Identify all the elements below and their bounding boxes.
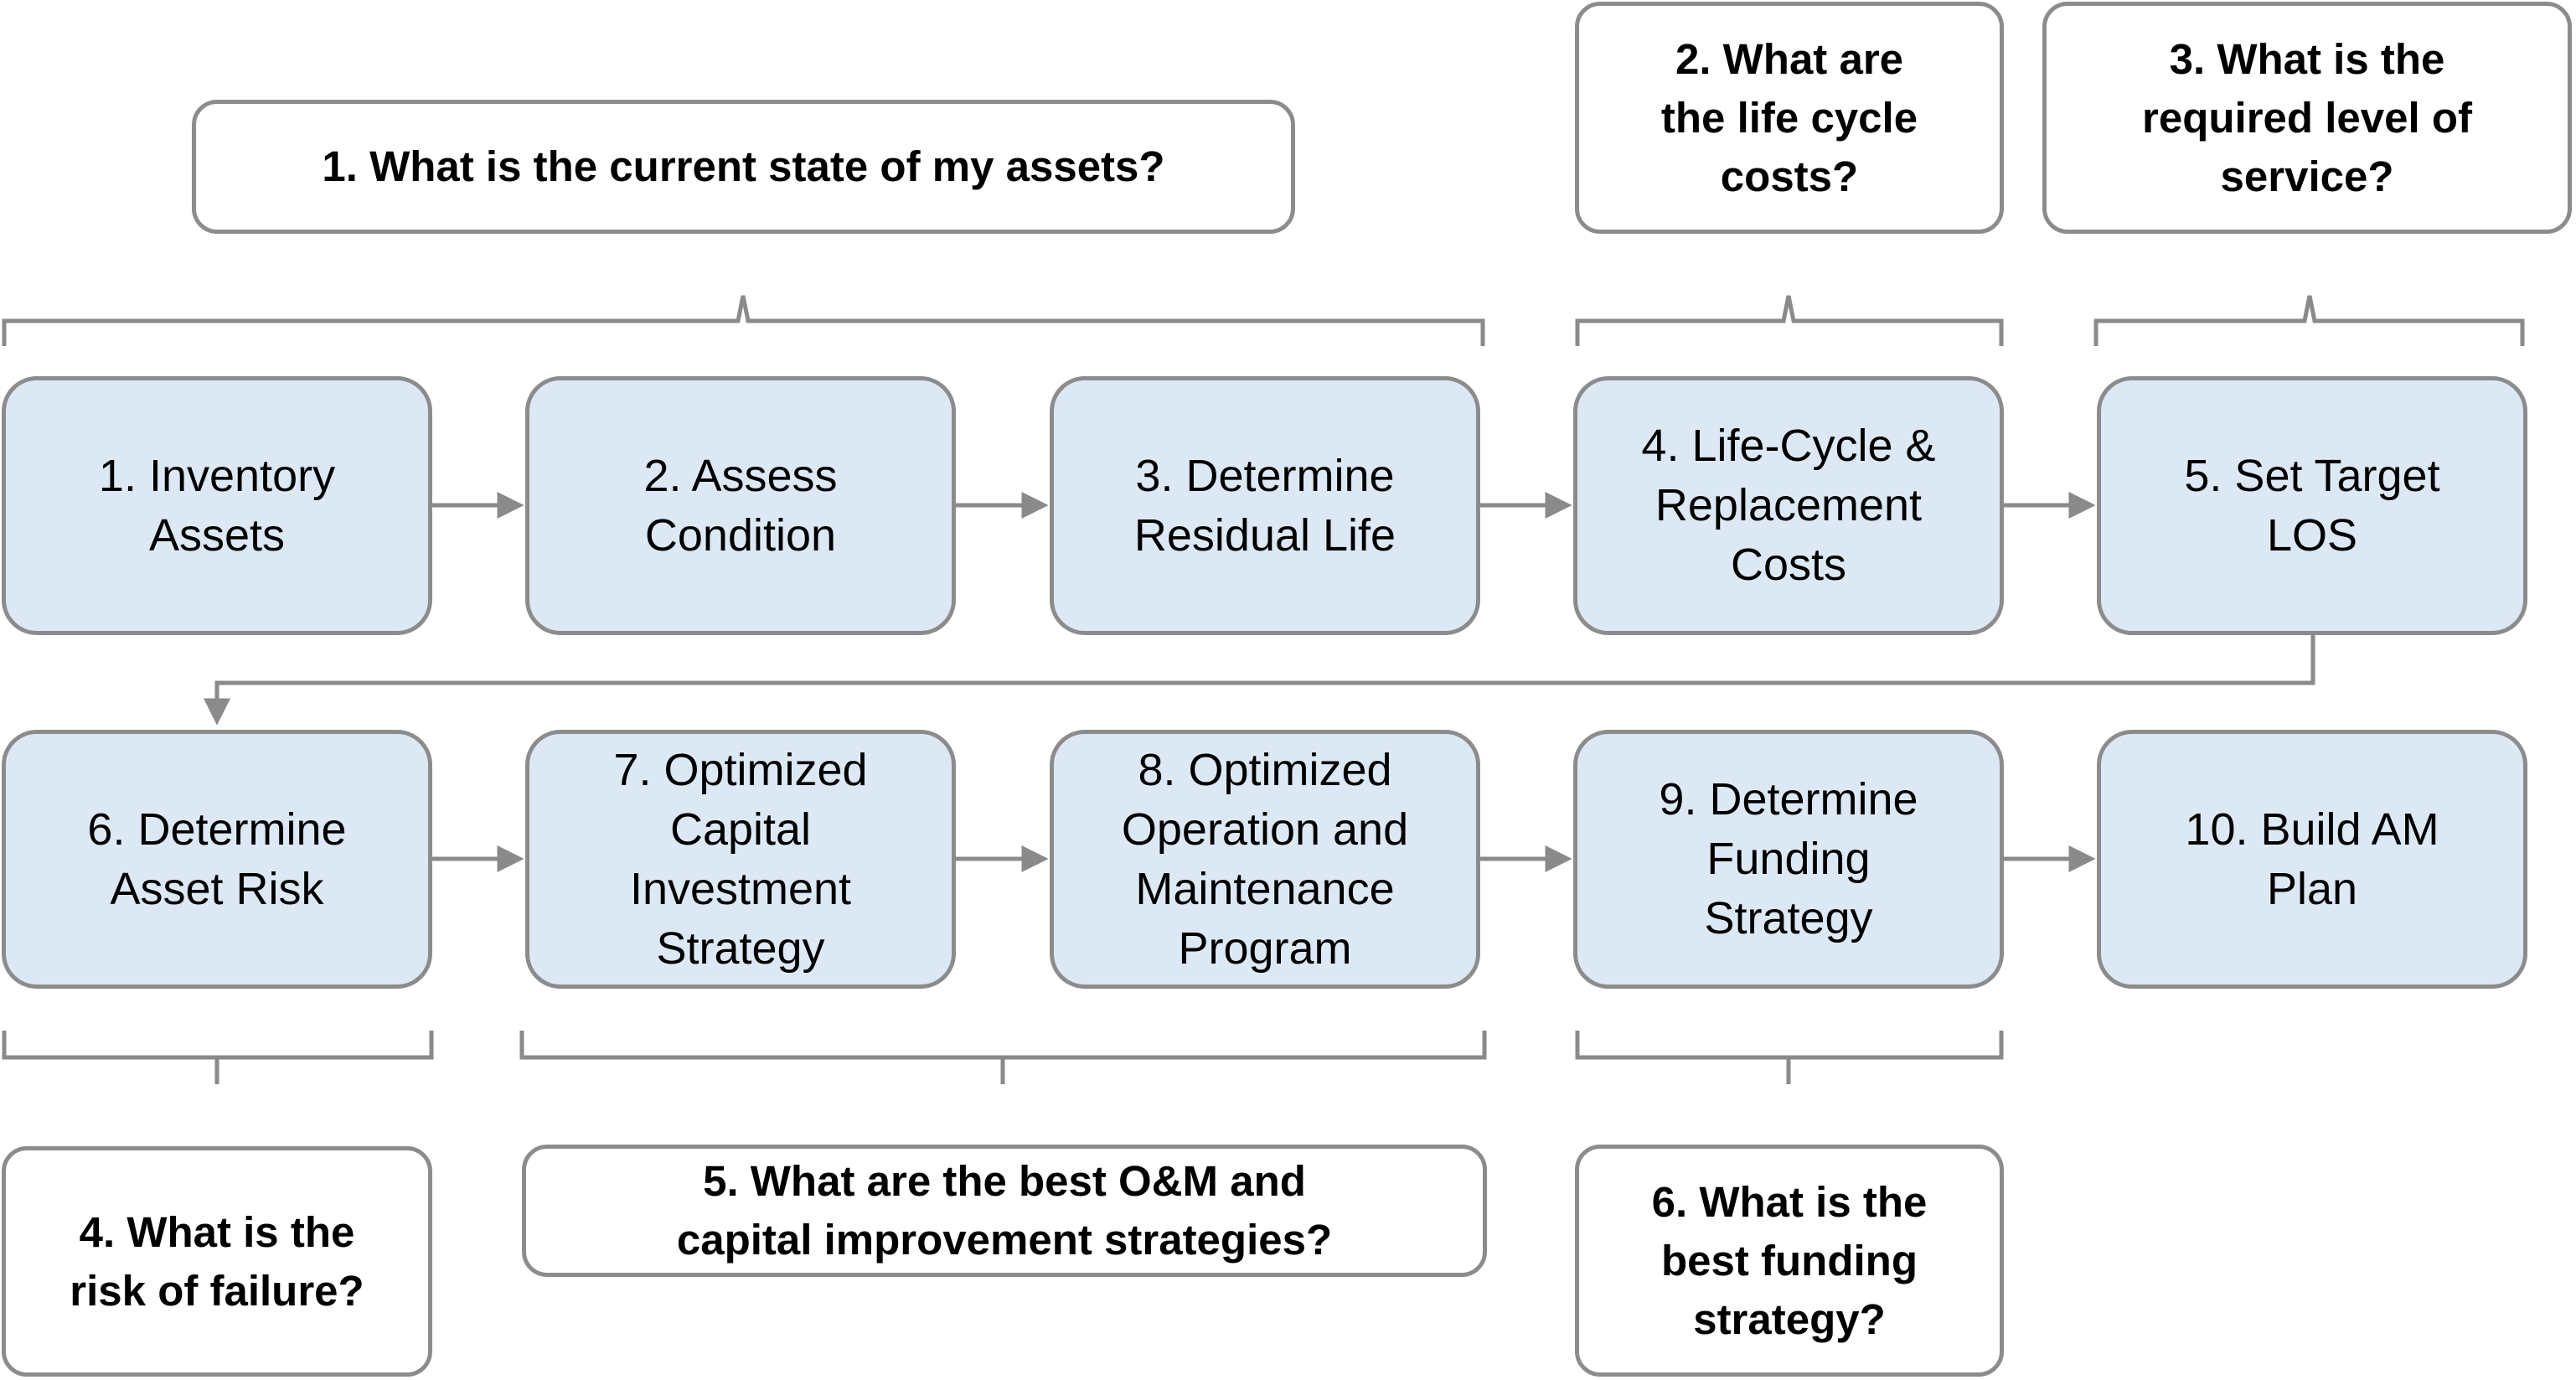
step-5-target-los: 5. Set Target LOS [2097,376,2527,635]
arrowhead-3-to-4 [1545,491,1572,519]
brace-q4 [2,1031,434,1084]
arrowhead-4-to-5 [2068,491,2096,519]
question-life-cycle-costs: 2. What are the life cycle costs? [1575,2,2004,234]
step-2-assess-condition: 2. Assess Condition [525,376,956,635]
brace-q5 [519,1031,1487,1084]
step-9-funding-strategy: 9. Determine Funding Strategy [1573,730,2004,989]
arrowhead-8-to-9 [1545,845,1572,873]
brace-q2 [1575,295,2004,346]
arrowhead-6-to-7 [497,845,524,873]
question-risk-of-failure: 4. What is the risk of failure? [2,1146,432,1377]
question-best-strategies: 5. What are the best O&M and capital imp… [522,1145,1487,1277]
question-level-of-service: 3. What is the required level of service… [2042,2,2572,234]
step-6-asset-risk: 6. Determine Asset Risk [2,730,432,989]
step-7-capital-investment: 7. Optimized Capital Investment Strategy [525,730,956,989]
brace-q1 [2,295,1485,346]
arrowhead-9-to-10 [2068,845,2096,873]
arrowhead-1-to-2 [497,491,524,519]
arrowhead-2-to-3 [1021,491,1049,519]
arrowhead-7-to-8 [1021,845,1049,873]
question-current-state: 1. What is the current state of my asset… [192,100,1295,234]
step-1-inventory-assets: 1. Inventory Assets [2,376,432,635]
arrow-5-to-6 [214,634,2315,704]
arrowhead-5-to-6 [203,698,231,726]
step-3-residual-life: 3. Determine Residual Life [1050,376,1480,635]
step-10-am-plan: 10. Build AM Plan [2097,730,2527,989]
brace-q3 [2093,295,2525,346]
step-4-life-cycle-costs: 4. Life-Cycle & Replacement Costs [1573,376,2004,635]
step-8-om-program: 8. Optimized Operation and Maintenance P… [1050,730,1480,989]
question-funding-strategy: 6. What is the best funding strategy? [1575,1145,2004,1377]
brace-q6 [1575,1031,2004,1084]
